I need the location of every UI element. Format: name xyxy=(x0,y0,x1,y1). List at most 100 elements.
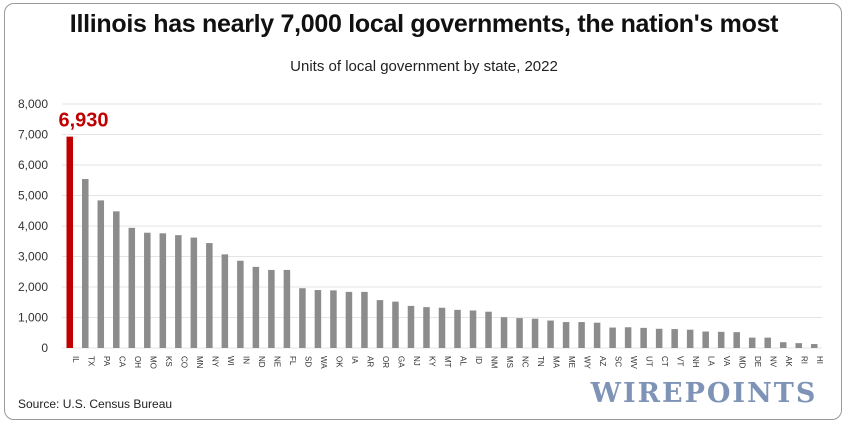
bar-ca xyxy=(113,211,120,348)
bar-mo xyxy=(144,232,151,348)
bar-oh xyxy=(128,227,136,348)
bar-ga xyxy=(392,301,399,348)
y-axis-ticks: 0 1,000 2,000 3,000 4,000 5,000 6,000 7,000 8,00… xyxy=(18,97,48,355)
y-tick-label: 3,000 xyxy=(18,250,48,264)
bar-ne xyxy=(268,269,275,348)
x-tick-label: TN xyxy=(536,356,545,367)
bar-ny xyxy=(206,243,213,348)
x-tick-label: MS xyxy=(505,356,514,368)
x-tick-label: IN xyxy=(241,356,250,364)
x-tick-label: NC xyxy=(521,356,530,368)
x-tick-label: AZ xyxy=(598,356,607,366)
bar-ok xyxy=(330,290,337,348)
x-tick-label: OH xyxy=(133,356,142,368)
x-tick-label: UT xyxy=(645,356,654,367)
x-tick-label: VT xyxy=(676,356,685,366)
y-tick-label: 5,000 xyxy=(18,189,48,203)
x-axis-ticks: IL TX PA CA OH MO KS CO MN NY WI IN ND NE FL SD WA OK IA AR… xyxy=(71,356,824,370)
x-tick-label: NY xyxy=(210,356,219,368)
x-tick-label: WA xyxy=(319,356,328,369)
bar-wi xyxy=(221,254,229,348)
x-tick-label: TX xyxy=(86,356,95,367)
y-tick-label: 7,000 xyxy=(18,128,48,142)
y-tick-label: 2,000 xyxy=(18,280,48,294)
x-tick-label: NH xyxy=(691,356,700,368)
bar-ak xyxy=(779,342,787,348)
x-tick-label: OR xyxy=(381,356,390,368)
bar-ct xyxy=(655,328,663,348)
y-tick-label: 4,000 xyxy=(18,219,48,233)
y-tick-label: 0 xyxy=(41,341,48,355)
x-tick-label: PA xyxy=(102,356,111,367)
x-tick-label: AR xyxy=(365,356,374,367)
bar-wa xyxy=(314,290,322,348)
x-tick-label: RI xyxy=(800,356,809,364)
bar-tn xyxy=(531,318,539,348)
bar-co xyxy=(175,235,182,348)
x-tick-label: AL xyxy=(459,356,468,366)
x-tick-label: NE xyxy=(272,356,281,367)
x-tick-label: NV xyxy=(769,356,778,368)
bars xyxy=(66,136,818,348)
x-tick-label: FL xyxy=(288,356,297,366)
y-tick-label: 1,000 xyxy=(18,311,48,325)
bar-ut xyxy=(640,327,647,348)
chart-subtitle: Units of local government by state, 2022 xyxy=(290,58,558,75)
bar-nd xyxy=(252,266,260,348)
x-tick-label: GA xyxy=(396,356,405,368)
bar-me xyxy=(562,322,570,348)
bar-il xyxy=(66,136,74,348)
x-tick-label: NM xyxy=(490,356,499,369)
gridlines xyxy=(62,103,822,349)
bar-ks xyxy=(159,233,167,348)
bar-pa xyxy=(97,200,105,348)
bar-de xyxy=(748,337,756,348)
x-tick-label: ND xyxy=(257,356,266,368)
bar-ma xyxy=(547,320,554,348)
x-tick-label: ID xyxy=(474,356,483,364)
bar-la xyxy=(702,331,709,348)
x-tick-label: MA xyxy=(552,356,561,369)
bar-sc xyxy=(609,327,616,348)
x-tick-label: WY xyxy=(583,356,592,370)
bar-ia xyxy=(345,291,353,348)
x-tick-label: MT xyxy=(443,356,452,368)
wirepoints-logo: WIREPOINTS xyxy=(590,378,818,409)
x-tick-label: IL xyxy=(71,356,80,363)
bar-nv xyxy=(764,337,771,348)
x-tick-label: ME xyxy=(567,356,576,368)
bar-tx xyxy=(82,179,89,348)
bar-vt xyxy=(671,329,678,348)
bar-hi xyxy=(810,344,818,348)
chart-frame xyxy=(4,3,842,420)
x-tick-label: HI xyxy=(815,356,824,364)
bar-md xyxy=(733,332,740,348)
x-tick-label: CO xyxy=(179,356,188,368)
x-tick-label: MN xyxy=(195,356,204,369)
x-tick-label: WV xyxy=(629,356,638,370)
y-tick-label: 6,000 xyxy=(18,158,48,172)
x-tick-label: WI xyxy=(226,356,235,366)
bar-or xyxy=(376,300,384,348)
bar-wv xyxy=(624,327,632,348)
bar-fl xyxy=(283,269,291,348)
x-tick-label: VA xyxy=(722,356,731,367)
x-tick-label: KY xyxy=(427,356,436,367)
bar-nj xyxy=(407,305,415,348)
bar-nm xyxy=(485,311,492,348)
bar-ri xyxy=(795,343,802,348)
bar-az xyxy=(593,322,601,348)
bar-al xyxy=(454,309,461,348)
x-tick-label: SC xyxy=(614,356,623,367)
bar-nc xyxy=(516,318,523,348)
bar-wy xyxy=(578,322,585,348)
highlight-value-label: 6,930 xyxy=(58,110,108,132)
x-tick-label: DE xyxy=(753,356,762,367)
x-tick-label: MO xyxy=(148,356,157,369)
x-tick-label: AK xyxy=(784,356,793,367)
bar-mn xyxy=(190,237,198,348)
bar-id xyxy=(469,310,477,348)
bar-ky xyxy=(423,307,430,348)
bar-mt xyxy=(438,307,446,348)
